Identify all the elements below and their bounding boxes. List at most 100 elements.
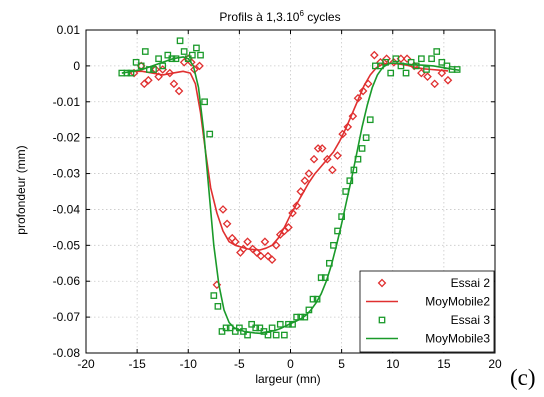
diamond-marker <box>144 75 153 85</box>
square-marker <box>423 66 430 73</box>
square-marker <box>137 62 145 70</box>
y-tick-label: -0.03 <box>53 167 81 181</box>
diamond-marker <box>300 176 310 186</box>
square-marker <box>127 69 135 77</box>
square-marker <box>276 320 284 328</box>
square-marker <box>206 130 214 138</box>
diamond-marker <box>322 154 332 164</box>
y-tick-labels: 0.01 0 -0.01 -0.02 -0.03 -0.04 -0.05 -0.06 -0.07… <box>53 23 81 360</box>
diamond-marker <box>430 79 439 89</box>
square-marker <box>180 48 188 55</box>
square-marker <box>164 51 172 59</box>
square-marker <box>193 44 200 52</box>
y-tick-label: 0.01 <box>57 23 81 37</box>
legend-label: Essai 3 <box>451 313 491 327</box>
y-tick-label: -0.02 <box>53 131 81 145</box>
chart-title-main: Profils à 1,3.10 <box>219 10 299 24</box>
diamond-marker <box>343 122 353 132</box>
square-marker <box>155 55 162 63</box>
square-marker <box>176 37 184 45</box>
diamond-marker <box>370 50 379 60</box>
square-marker <box>438 58 446 66</box>
square-marker <box>218 328 226 335</box>
square-marker <box>392 55 400 63</box>
diamond-marker <box>222 219 232 229</box>
diamond-marker <box>288 208 297 218</box>
series-3 <box>118 37 461 339</box>
diamond-marker <box>382 54 391 64</box>
diamond-marker <box>437 68 447 78</box>
x-tick-label: -5 <box>234 357 245 371</box>
square-marker <box>362 134 370 142</box>
y-tick-label: -0.04 <box>53 202 81 216</box>
y-tick-label: -0.06 <box>53 274 81 288</box>
square-marker <box>433 48 441 55</box>
square-marker <box>201 98 208 106</box>
diamond-marker <box>333 151 342 160</box>
square-marker <box>412 62 420 70</box>
x-tick-label: 10 <box>386 357 400 371</box>
square-marker <box>366 116 374 124</box>
square-marker <box>338 213 345 220</box>
square-marker <box>210 292 218 299</box>
series-1 <box>129 50 453 290</box>
diamond-marker <box>358 86 368 96</box>
diamond-marker <box>423 72 432 81</box>
diamond-marker <box>256 251 266 261</box>
square-marker <box>418 55 425 63</box>
square-marker <box>309 295 317 303</box>
diamond-marker <box>165 68 175 78</box>
square-marker <box>248 320 255 328</box>
square-marker <box>236 324 243 332</box>
legend: Essai 2 MoyMobile2 Essai 3 MoyMobile3 <box>359 270 495 353</box>
diamond-marker <box>296 187 306 196</box>
diamond-marker <box>443 75 453 85</box>
square-marker <box>159 62 167 70</box>
x-tick-label: 5 <box>338 357 345 371</box>
square-marker <box>252 324 260 332</box>
square-marker <box>281 331 288 339</box>
square-marker <box>268 324 276 332</box>
chart-title-sup: 6 <box>299 9 304 18</box>
figure-tag: (c) <box>510 365 536 390</box>
square-marker <box>358 145 366 152</box>
diamond-marker <box>348 111 358 121</box>
diamond-marker <box>195 61 204 71</box>
series-line <box>121 56 460 335</box>
series-4 <box>121 56 460 335</box>
series-line <box>132 62 449 251</box>
diamond-marker <box>304 169 314 178</box>
y-tick-label: 0 <box>73 59 80 73</box>
diamond-marker <box>174 86 184 96</box>
y-tick-label: -0.08 <box>53 346 81 360</box>
diamond-marker <box>169 79 179 89</box>
square-marker <box>222 324 230 332</box>
legend-diamond-swatch <box>377 278 387 288</box>
diamond-marker <box>260 237 270 247</box>
diamond-marker <box>218 205 228 214</box>
square-marker <box>377 62 384 70</box>
diamond-marker <box>309 154 319 164</box>
legend-square-swatch <box>378 316 386 324</box>
square-marker <box>132 58 140 66</box>
square-marker <box>293 313 300 321</box>
square-marker <box>317 274 325 281</box>
y-tick-label: -0.01 <box>53 95 81 109</box>
diamond-marker <box>292 201 301 211</box>
chart-title-after: cycles <box>304 10 341 24</box>
series-2 <box>132 62 449 251</box>
legend-label: MoyMobile3 <box>425 332 490 346</box>
diamond-marker <box>243 237 252 247</box>
diamond-marker <box>338 129 347 139</box>
square-marker <box>150 66 157 73</box>
y-tick-label: -0.05 <box>53 238 81 252</box>
x-tick-label: -10 <box>180 357 198 371</box>
y-tick-label: -0.07 <box>53 310 81 324</box>
x-tick-label: 0 <box>287 357 294 371</box>
diamond-marker <box>267 255 277 265</box>
diamond-marker <box>317 144 327 153</box>
square-marker <box>141 48 149 55</box>
square-marker <box>184 55 192 63</box>
diamond-marker <box>402 54 412 64</box>
